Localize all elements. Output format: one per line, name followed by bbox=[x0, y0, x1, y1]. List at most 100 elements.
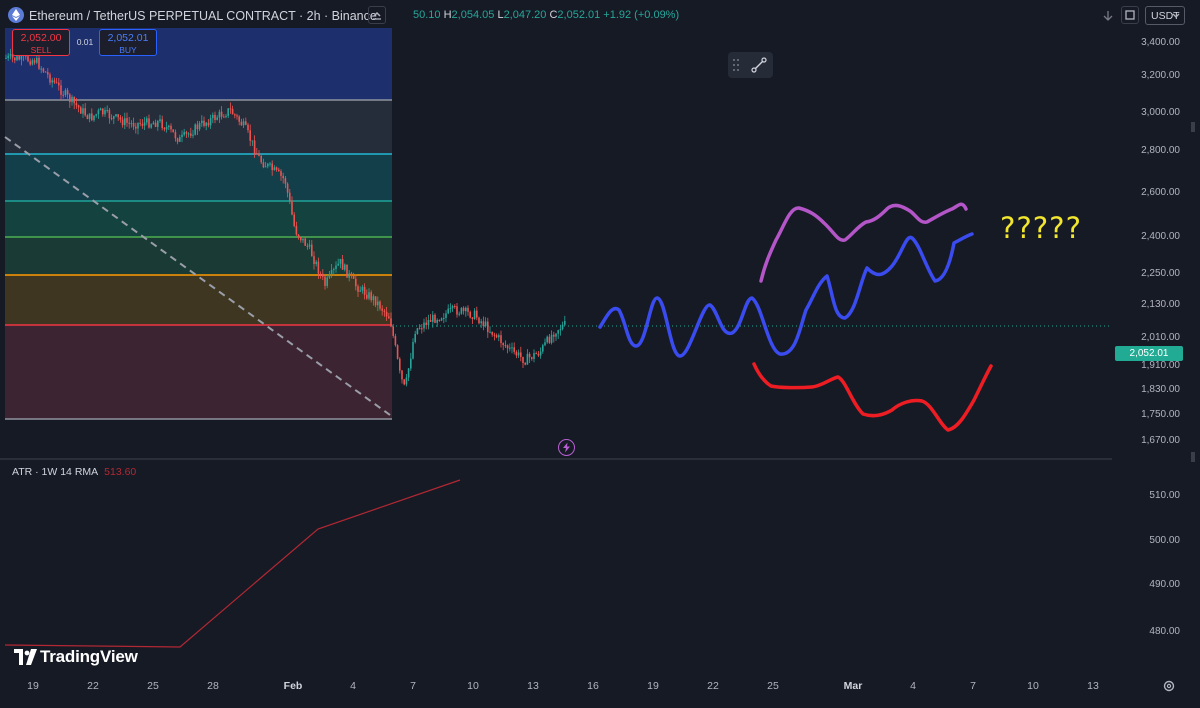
candle-body bbox=[256, 153, 258, 155]
candle-body bbox=[421, 328, 423, 330]
candle-body bbox=[480, 321, 482, 324]
arrow-down-icon[interactable] bbox=[1102, 9, 1114, 27]
candle-body bbox=[269, 163, 271, 165]
candle-body bbox=[315, 261, 317, 264]
candle-body bbox=[262, 162, 265, 168]
drag-handle-icon[interactable] bbox=[732, 58, 740, 72]
fib-retracement[interactable] bbox=[4, 28, 392, 420]
candle-body bbox=[251, 140, 254, 142]
candle-body bbox=[73, 96, 75, 104]
candle-body bbox=[93, 115, 95, 121]
candle-body bbox=[82, 108, 84, 114]
sell-price: 2,052.00 bbox=[20, 32, 62, 44]
candle-body bbox=[53, 80, 56, 83]
candle-body bbox=[493, 334, 496, 336]
gear-icon[interactable] bbox=[1162, 679, 1176, 693]
candle-body bbox=[64, 90, 67, 95]
chevron-collapse-icon bbox=[373, 11, 381, 20]
time-tick: Feb bbox=[283, 680, 303, 692]
price-axis[interactable]: 3,400.00 3,200.00 3,000.00 2,800.00 2,60… bbox=[1112, 28, 1188, 668]
candle-body bbox=[271, 163, 273, 171]
candle-body bbox=[533, 353, 535, 359]
candle-body bbox=[143, 122, 146, 126]
candle-body bbox=[401, 370, 403, 380]
scale-handle-icon[interactable] bbox=[1189, 122, 1197, 132]
buy-button[interactable]: 2,052.01 BUY bbox=[99, 29, 157, 56]
candle-body bbox=[511, 347, 513, 349]
candle-body bbox=[410, 358, 412, 369]
candle-body bbox=[231, 108, 234, 115]
candle-body bbox=[69, 94, 71, 103]
price-tick: 3,400.00 bbox=[1141, 37, 1180, 48]
fib-zone-2 bbox=[5, 100, 392, 154]
minimize-legend-button[interactable] bbox=[368, 6, 386, 24]
candle-body bbox=[438, 319, 441, 321]
candle-body bbox=[476, 310, 478, 318]
candle-body bbox=[355, 278, 357, 287]
candle-body bbox=[29, 61, 31, 65]
candle-body bbox=[377, 301, 379, 306]
sell-label: SELL bbox=[30, 45, 52, 55]
candle-body bbox=[326, 277, 328, 286]
scale-handle-icon[interactable] bbox=[1189, 452, 1197, 462]
candle-body bbox=[500, 335, 502, 344]
candle-body bbox=[524, 362, 526, 365]
time-tick: 10 bbox=[467, 680, 479, 692]
symbol-title[interactable]: Ethereum / TetherUS PERPETUAL CONTRACT ·… bbox=[29, 9, 377, 23]
candle-body bbox=[27, 56, 29, 62]
drawing-blue-projection[interactable] bbox=[598, 232, 974, 358]
candle-body bbox=[363, 286, 366, 295]
candle-body bbox=[97, 110, 100, 115]
candle-body bbox=[192, 134, 194, 136]
candlestick-series[interactable] bbox=[5, 48, 566, 387]
candle-body bbox=[104, 110, 106, 115]
candle-body bbox=[95, 114, 97, 116]
candle-body bbox=[51, 80, 53, 83]
candle-body bbox=[33, 60, 36, 63]
price-chart-pane[interactable] bbox=[0, 0, 1112, 668]
lightning-icon[interactable] bbox=[558, 439, 575, 456]
atr-line[interactable] bbox=[4, 479, 461, 648]
candle-body bbox=[427, 320, 430, 326]
candle-body bbox=[36, 57, 38, 63]
candle-body bbox=[176, 138, 179, 142]
time-tick: 4 bbox=[350, 680, 356, 692]
time-axis[interactable]: 19 22 25 28 Feb 4 7 10 13 16 19 22 25 Ma… bbox=[0, 668, 1112, 708]
candle-body bbox=[71, 96, 73, 103]
time-tick: Mar bbox=[843, 680, 863, 692]
floating-drawing-toolbar[interactable] bbox=[728, 52, 773, 78]
candle-body bbox=[295, 225, 298, 235]
candle-body bbox=[539, 351, 542, 356]
candle-body bbox=[84, 108, 86, 116]
candle-body bbox=[60, 85, 62, 95]
candle-body bbox=[352, 275, 355, 279]
time-tick: 13 bbox=[527, 680, 539, 692]
time-tick: 10 bbox=[1027, 680, 1039, 692]
atr-indicator-legend[interactable]: ATR · 1W 14 RMA 513.60 bbox=[12, 466, 136, 478]
candle-body bbox=[526, 353, 529, 365]
candle-body bbox=[220, 111, 223, 117]
currency-select[interactable]: USDT bbox=[1145, 6, 1185, 25]
candle-body bbox=[564, 321, 566, 325]
candle-body bbox=[227, 108, 229, 116]
low-value: 2,047.20 bbox=[503, 9, 547, 21]
candle-body bbox=[462, 307, 465, 312]
square-icon bbox=[1125, 10, 1135, 20]
candle-body bbox=[190, 133, 192, 136]
candle-body bbox=[14, 57, 16, 61]
candle-body bbox=[289, 192, 291, 202]
candle-body bbox=[75, 103, 78, 106]
candle-body bbox=[212, 114, 214, 119]
fullscreen-button[interactable] bbox=[1121, 6, 1139, 24]
sell-button[interactable]: 2,052.00 SELL bbox=[12, 29, 70, 56]
candle-body bbox=[495, 335, 498, 338]
trendline-tool-icon[interactable] bbox=[750, 56, 768, 74]
candle-body bbox=[225, 115, 227, 117]
candle-body bbox=[44, 71, 47, 73]
question-annotation[interactable]: ????? bbox=[1000, 211, 1082, 245]
candle-body bbox=[458, 313, 460, 315]
drawing-purple-projection[interactable] bbox=[759, 202, 968, 283]
candle-body bbox=[88, 113, 91, 119]
drawing-red-projection[interactable] bbox=[752, 362, 993, 432]
candle-body bbox=[317, 261, 320, 274]
